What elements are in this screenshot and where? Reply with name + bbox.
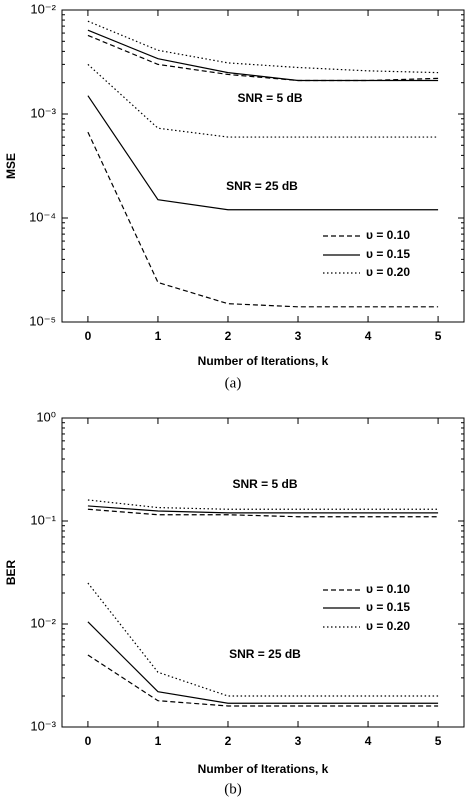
x-tick-label: 3	[295, 734, 302, 748]
annotation: SNR = 25 dB	[226, 179, 298, 193]
series-line	[87, 621, 439, 704]
series-line	[87, 508, 439, 518]
annotation: SNR = 25 dB	[229, 647, 301, 661]
caption: (a)	[225, 375, 242, 391]
series-line	[87, 654, 439, 707]
x-axis-label: Number of Iterations, k	[198, 354, 329, 368]
legend-label: υ = 0.10	[366, 582, 410, 596]
y-tick-label: 10⁰	[36, 409, 56, 424]
series-line	[87, 95, 439, 211]
series-line	[87, 29, 439, 82]
x-tick-label: 2	[225, 734, 232, 748]
legend-label: υ = 0.10	[366, 228, 410, 242]
x-tick-label: 3	[295, 329, 302, 343]
y-tick-label: 10⁻³	[30, 718, 56, 733]
x-tick-label: 1	[155, 329, 162, 343]
series-line	[87, 499, 439, 510]
series-line	[87, 63, 439, 138]
x-tick-label: 1	[155, 734, 162, 748]
annotation: SNR = 5 dB	[232, 477, 297, 491]
y-tick-label: 10⁻⁵	[29, 313, 56, 328]
y-tick-label: 10⁻³	[30, 105, 56, 120]
y-tick-label: 10⁻¹	[30, 512, 56, 527]
legend-label: υ = 0.20	[366, 619, 410, 633]
y-axis-label: MSE	[4, 153, 18, 179]
x-tick-label: 4	[365, 329, 372, 343]
legend-label: υ = 0.20	[366, 265, 410, 279]
y-tick-label: 10⁻²	[30, 615, 56, 630]
y-tick-label: 10⁻⁴	[29, 209, 56, 224]
y-axis-label: BER	[4, 560, 18, 586]
x-tick-label: 0	[85, 329, 92, 343]
series-line	[87, 20, 439, 74]
plot-frame	[61, 9, 465, 323]
x-tick-label: 4	[365, 734, 372, 748]
series-line	[87, 34, 439, 82]
annotation: SNR = 5 dB	[237, 91, 302, 105]
series-line	[87, 505, 439, 514]
x-tick-label: 5	[435, 329, 442, 343]
caption: (b)	[224, 781, 242, 797]
legend-label: υ = 0.15	[366, 247, 410, 261]
x-tick-label: 0	[85, 734, 92, 748]
y-tick-label: 10⁻²	[30, 1, 56, 16]
x-tick-label: 5	[435, 734, 442, 748]
series-line	[87, 131, 439, 308]
x-tick-label: 2	[225, 329, 232, 343]
x-axis-label: Number of Iterations, k	[198, 762, 329, 776]
legend-label: υ = 0.15	[366, 600, 410, 614]
plot-frame	[61, 417, 465, 728]
